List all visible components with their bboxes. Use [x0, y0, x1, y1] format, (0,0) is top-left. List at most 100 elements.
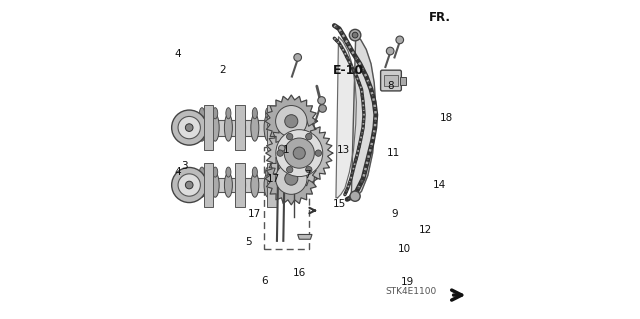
Circle shape — [349, 29, 361, 41]
Circle shape — [358, 145, 360, 148]
Circle shape — [293, 147, 305, 159]
Circle shape — [287, 133, 293, 140]
Circle shape — [350, 191, 360, 201]
Polygon shape — [268, 105, 277, 150]
Circle shape — [278, 145, 285, 152]
Circle shape — [172, 110, 207, 145]
Circle shape — [374, 107, 376, 110]
Circle shape — [347, 43, 349, 45]
Text: E-10: E-10 — [333, 64, 364, 77]
Circle shape — [306, 133, 312, 140]
Ellipse shape — [239, 108, 244, 119]
Circle shape — [335, 26, 338, 28]
Ellipse shape — [225, 173, 232, 197]
Text: 17: 17 — [248, 209, 261, 219]
Circle shape — [364, 171, 366, 174]
Text: 2: 2 — [220, 65, 226, 75]
Circle shape — [358, 82, 360, 84]
Bar — [384, 75, 398, 86]
Ellipse shape — [198, 173, 206, 197]
Text: 12: 12 — [419, 225, 432, 235]
Polygon shape — [265, 95, 317, 147]
Text: 8: 8 — [387, 81, 394, 91]
Text: 3: 3 — [181, 161, 188, 171]
Polygon shape — [204, 105, 213, 150]
Ellipse shape — [226, 167, 231, 177]
Circle shape — [319, 105, 326, 112]
Ellipse shape — [251, 114, 259, 141]
Text: 19: 19 — [401, 277, 414, 287]
Ellipse shape — [292, 108, 297, 119]
Text: 5: 5 — [245, 237, 252, 248]
Circle shape — [277, 150, 284, 156]
Circle shape — [348, 182, 351, 185]
Circle shape — [178, 174, 200, 196]
Ellipse shape — [278, 167, 284, 177]
Polygon shape — [268, 163, 277, 207]
Ellipse shape — [212, 167, 218, 177]
Circle shape — [372, 133, 375, 135]
Circle shape — [306, 167, 312, 173]
Text: 4: 4 — [175, 167, 181, 177]
Circle shape — [374, 120, 376, 122]
Ellipse shape — [277, 173, 285, 197]
Text: 15: 15 — [333, 199, 346, 209]
Circle shape — [352, 32, 358, 38]
Ellipse shape — [252, 167, 257, 177]
Circle shape — [285, 172, 298, 185]
Polygon shape — [204, 163, 213, 207]
Polygon shape — [189, 120, 301, 136]
Circle shape — [346, 56, 348, 59]
Circle shape — [351, 171, 354, 174]
Ellipse shape — [266, 167, 271, 177]
Text: 7: 7 — [304, 170, 310, 181]
Circle shape — [315, 150, 321, 156]
Circle shape — [370, 145, 372, 148]
Polygon shape — [351, 35, 376, 198]
Polygon shape — [336, 37, 356, 198]
Circle shape — [360, 181, 363, 183]
Text: 9: 9 — [392, 209, 398, 219]
Circle shape — [276, 106, 307, 137]
Ellipse shape — [200, 167, 205, 177]
Polygon shape — [236, 163, 245, 207]
Polygon shape — [266, 120, 333, 187]
Text: 13: 13 — [337, 145, 351, 155]
Text: 17: 17 — [267, 174, 280, 184]
Ellipse shape — [198, 114, 206, 141]
Circle shape — [186, 181, 193, 189]
Polygon shape — [189, 178, 301, 192]
Circle shape — [367, 158, 369, 161]
Circle shape — [387, 47, 394, 55]
Circle shape — [172, 167, 207, 203]
Bar — [400, 77, 406, 85]
Ellipse shape — [200, 108, 205, 119]
Circle shape — [178, 116, 200, 139]
Circle shape — [354, 192, 356, 194]
Ellipse shape — [291, 173, 298, 197]
Circle shape — [345, 190, 348, 193]
Circle shape — [396, 36, 404, 44]
Circle shape — [186, 124, 193, 131]
Ellipse shape — [211, 173, 219, 197]
Ellipse shape — [292, 167, 297, 177]
Ellipse shape — [237, 173, 246, 197]
Circle shape — [360, 133, 363, 135]
Ellipse shape — [237, 114, 246, 141]
Polygon shape — [265, 152, 317, 205]
Ellipse shape — [251, 173, 259, 197]
Circle shape — [355, 56, 357, 59]
Circle shape — [340, 46, 343, 48]
Circle shape — [362, 120, 365, 122]
Text: STK4E1100: STK4E1100 — [385, 287, 436, 296]
Circle shape — [276, 130, 323, 177]
Circle shape — [287, 167, 293, 173]
Ellipse shape — [264, 173, 272, 197]
Circle shape — [294, 54, 301, 61]
Circle shape — [362, 107, 365, 110]
Circle shape — [361, 94, 364, 97]
Text: 6: 6 — [261, 276, 268, 286]
Circle shape — [371, 94, 374, 97]
Circle shape — [362, 69, 364, 71]
Ellipse shape — [291, 114, 298, 141]
